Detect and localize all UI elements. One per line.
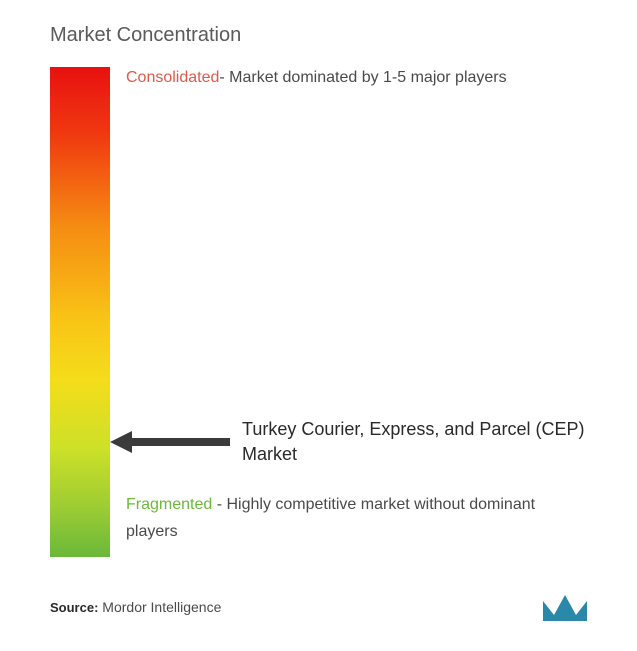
gradient-bar: [50, 67, 110, 557]
consolidated-desc: - Market dominated by 1-5 major players: [219, 69, 506, 86]
market-label: Turkey Courier, Express, and Parcel (CEP…: [242, 417, 587, 467]
consolidated-label: Consolidated: [126, 69, 219, 86]
chart-area: Consolidated- Market dominated by 1-5 ma…: [50, 67, 587, 557]
fragmented-label: Fragmented: [126, 496, 212, 513]
source-label: Source:: [50, 600, 98, 615]
consolidated-row: Consolidated- Market dominated by 1-5 ma…: [126, 69, 587, 87]
arrow-left-icon: [110, 431, 230, 453]
source-value: Mordor Intelligence: [102, 599, 221, 615]
chart-title: Market Concentration: [50, 24, 587, 47]
footer: Source: Mordor Intelligence: [50, 593, 587, 621]
fragmented-row: Fragmented - Highly competitive market w…: [126, 491, 587, 545]
mordor-logo-icon: [543, 593, 587, 621]
market-pointer: Turkey Courier, Express, and Parcel (CEP…: [116, 417, 587, 467]
source-line: Source: Mordor Intelligence: [50, 599, 221, 615]
